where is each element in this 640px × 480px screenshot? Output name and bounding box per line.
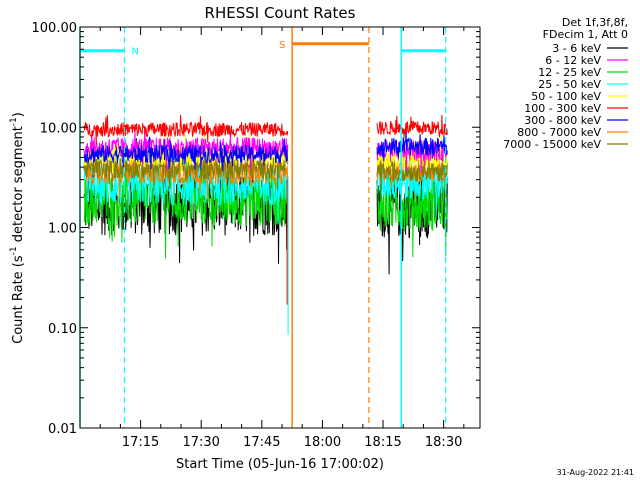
series-line-100-300kev-seg0 [83, 114, 289, 146]
y-tick-label: 10.00 [40, 121, 77, 136]
legend-entry-label: 6 - 12 keV [545, 54, 601, 67]
legend-entry-label: 12 - 25 keV [538, 66, 601, 79]
legend-entry-label: 800 - 7000 keV [517, 126, 601, 139]
x-tick-label: 17:45 [243, 435, 280, 450]
legend-header-line: FDecim 1, Att 0 [543, 28, 628, 41]
series-line-7000-15000kev-seg0 [83, 144, 289, 192]
legend-header-line: Det 1f,3f,8f, [562, 16, 628, 29]
legend-entry-label: 25 - 50 keV [538, 78, 601, 91]
y-axis-label-main: Count Rate (s [11, 255, 26, 344]
legend-entry-label: 3 - 6 keV [552, 42, 601, 55]
y-tick-label: 0.01 [48, 422, 77, 437]
series-line-100-300kev-seg1 [376, 114, 448, 139]
y-axis-label-end: ) [11, 112, 26, 117]
x-tick-label: 18:00 [304, 435, 341, 450]
y-tick-label: 0.10 [48, 322, 77, 337]
series-line-25-50kev-seg1 [376, 161, 448, 216]
legend-entry-label: 100 - 300 keV [524, 102, 601, 115]
series-line-300-800kev-seg1 [376, 127, 448, 162]
interval-label-S: S [279, 40, 285, 51]
legend-entry-label: 7000 - 15000 keV [503, 138, 601, 151]
legend-entry-label: 300 - 800 keV [524, 114, 601, 127]
y-axis-label-sup2: -1 [9, 117, 19, 126]
footer-timestamp: 31-Aug-2022 21:41 [557, 468, 634, 477]
chart-title: RHESSI Count Rates [205, 4, 356, 22]
legend-entry-label: 50 - 100 keV [531, 90, 601, 103]
series-line-50-100kev-seg1 [376, 135, 448, 169]
y-axis-label: Count Rate (s-1 detector segment-1) [9, 112, 26, 344]
y-axis-label-mid: detector segment [11, 126, 26, 246]
series-line-300-800kev-seg0 [83, 136, 289, 172]
y-axis-label-sup: -1 [9, 246, 19, 255]
y-tick-label: 100.00 [32, 21, 78, 36]
x-tick-label: 18:15 [364, 435, 401, 450]
series-line-25-50kev-seg0 [83, 144, 289, 225]
x-tick-label: 17:30 [182, 435, 219, 450]
x-tick-label: 17:15 [122, 435, 159, 450]
interval-label-N: N [131, 47, 138, 58]
y-tick-label: 1.00 [48, 222, 77, 237]
x-tick-label: 18:30 [425, 435, 462, 450]
x-axis-label: Start Time (05-Jun-16 17:00:02) [176, 457, 384, 472]
